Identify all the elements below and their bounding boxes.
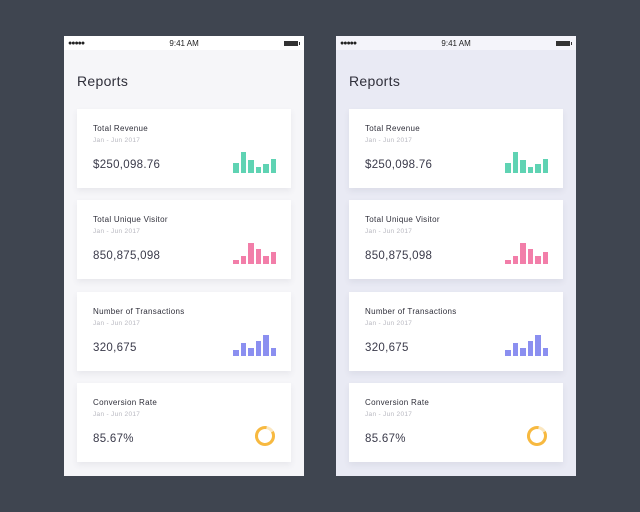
chart-bar (255, 166, 261, 173)
card-value: 85.67% (93, 433, 134, 445)
report-card[interactable]: Total Unique Visitor Jan - Jun 2017 850,… (77, 200, 291, 279)
chart-bar (527, 341, 533, 356)
phone-screen-light: ●●●●● 9:41 AM Reports Total Revenue Jan … (64, 36, 304, 476)
chart-bar (505, 349, 511, 356)
chart-bar (270, 159, 276, 173)
card-value: 320,675 (365, 342, 409, 354)
report-card[interactable]: Total Revenue Jan - Jun 2017 $250,098.76 (77, 109, 291, 188)
chart-bar (535, 163, 541, 173)
card-period: Jan - Jun 2017 (365, 411, 413, 418)
chart-bar (520, 347, 526, 356)
page-title: Reports (77, 73, 129, 89)
report-card[interactable]: Number of Transactions Jan - Jun 2017 32… (349, 292, 563, 371)
report-card[interactable]: Total Revenue Jan - Jun 2017 $250,098.76 (349, 109, 563, 188)
page-title: Reports (349, 73, 401, 89)
signal-icon: ●●●●● (340, 39, 357, 47)
chart-bar (512, 152, 518, 173)
card-period: Jan - Jun 2017 (93, 137, 141, 144)
chart-bar (248, 347, 254, 356)
chart-bar (233, 259, 239, 264)
status-bar: ●●●●● 9:41 AM (336, 36, 576, 50)
card-title: Total Revenue (365, 124, 421, 133)
card-title: Conversion Rate (365, 398, 430, 407)
report-card[interactable]: Number of Transactions Jan - Jun 2017 32… (77, 292, 291, 371)
donut-chart (254, 425, 276, 447)
card-value: 85.67% (365, 433, 406, 445)
mini-bar-chart (233, 152, 276, 173)
mini-bar-chart (505, 335, 548, 356)
chart-bar (233, 349, 239, 356)
card-period: Jan - Jun 2017 (365, 320, 413, 327)
card-period: Jan - Jun 2017 (365, 137, 413, 144)
chart-bar (263, 163, 269, 173)
chart-bar (240, 255, 246, 264)
card-title: Total Revenue (93, 124, 149, 133)
card-value: 850,875,098 (93, 250, 161, 262)
chart-bar (248, 160, 254, 173)
donut-chart (526, 425, 548, 447)
card-title: Conversion Rate (93, 398, 158, 407)
mini-bar-chart (505, 243, 548, 264)
chart-bar (527, 166, 533, 173)
card-value: $250,098.76 (93, 159, 161, 171)
card-title: Number of Transactions (365, 307, 457, 316)
chart-bar (270, 252, 276, 264)
chart-bar (505, 259, 511, 264)
chart-bar (270, 347, 276, 356)
chart-bar (520, 160, 526, 173)
chart-bar (542, 252, 548, 264)
chart-bar (263, 335, 269, 356)
chart-bar (527, 249, 533, 264)
report-card[interactable]: Conversion Rate Jan - Jun 2017 85.67% (77, 383, 291, 462)
card-value: 850,875,098 (365, 250, 433, 262)
chart-bar (542, 347, 548, 356)
report-card[interactable]: Total Unique Visitor Jan - Jun 2017 850,… (349, 200, 563, 279)
chart-bar (542, 159, 548, 173)
chart-bar (255, 341, 261, 356)
chart-bar (512, 255, 518, 264)
chart-bar (520, 243, 526, 264)
chart-bar (255, 249, 261, 264)
mini-bar-chart (505, 152, 548, 173)
mini-bar-chart (233, 335, 276, 356)
chart-bar (263, 255, 269, 264)
card-value: $250,098.76 (365, 159, 433, 171)
chart-bar (240, 152, 246, 173)
signal-icon: ●●●●● (68, 39, 85, 47)
chart-bar (505, 162, 511, 173)
status-time: 9:41 AM (169, 38, 199, 48)
chart-bar (512, 343, 518, 356)
chart-bar (240, 343, 246, 356)
card-period: Jan - Jun 2017 (93, 411, 141, 418)
donut-fill (255, 426, 275, 446)
card-title: Total Unique Visitor (365, 215, 440, 224)
chart-bar (535, 255, 541, 264)
mini-bar-chart (233, 243, 276, 264)
donut-fill (527, 426, 547, 446)
chart-bar (233, 162, 239, 173)
chart-bar (248, 243, 254, 264)
battery-icon (284, 40, 300, 46)
status-time: 9:41 AM (441, 38, 471, 48)
card-title: Total Unique Visitor (93, 215, 168, 224)
phone-screen-lavender: ●●●●● 9:41 AM Reports Total Revenue Jan … (336, 36, 576, 476)
battery-icon (556, 40, 572, 46)
chart-bar (535, 335, 541, 356)
card-period: Jan - Jun 2017 (93, 228, 141, 235)
card-period: Jan - Jun 2017 (365, 228, 413, 235)
status-bar: ●●●●● 9:41 AM (64, 36, 304, 50)
card-value: 320,675 (93, 342, 137, 354)
card-period: Jan - Jun 2017 (93, 320, 141, 327)
report-card[interactable]: Conversion Rate Jan - Jun 2017 85.67% (349, 383, 563, 462)
card-title: Number of Transactions (93, 307, 185, 316)
